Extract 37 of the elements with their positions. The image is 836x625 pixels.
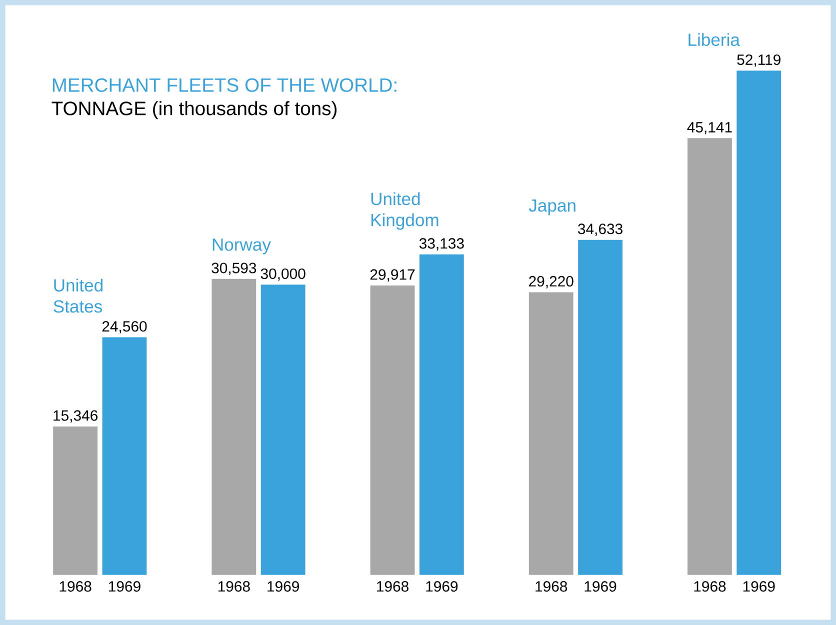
data-label: 33,133 <box>419 238 464 250</box>
bar <box>260 284 306 575</box>
data-label: 30,593 <box>212 262 256 276</box>
chart-title: MERCHANT FLEETS OF THE WORLD: <box>52 78 396 92</box>
bar <box>102 337 147 575</box>
bar <box>370 285 415 575</box>
data-label: 15,346 <box>54 410 98 423</box>
text: 1969 <box>268 581 299 592</box>
text: 1968 <box>218 581 250 592</box>
series-label: 1969 <box>109 581 140 592</box>
bar <box>736 70 782 575</box>
x-tick-label: Norway <box>212 238 271 254</box>
series-label: 1968 <box>60 581 92 592</box>
text: TONNAGE (in thousands of tons) <box>52 101 337 120</box>
bar <box>53 426 98 575</box>
data-label: 30,000 <box>260 268 306 281</box>
text: 1968 <box>377 581 408 592</box>
x-tick-label: Japan <box>528 199 576 216</box>
data-label: 29,220 <box>529 276 574 288</box>
bar <box>578 240 622 575</box>
bar <box>528 292 574 575</box>
data-label: 29,917 <box>370 269 415 282</box>
bar <box>419 254 464 575</box>
text: 1968 <box>694 581 726 592</box>
text: 1969 <box>584 581 616 592</box>
data-label: 45,141 <box>687 122 732 134</box>
data-label: 34,633 <box>578 224 622 236</box>
x-tick-label: United States <box>54 278 102 313</box>
bar <box>212 278 256 575</box>
x-tick-label: Liberia <box>688 33 740 46</box>
x-tick-label: United Kingdom <box>371 192 438 230</box>
data-label: 52,119 <box>737 54 780 67</box>
text: 1969 <box>426 581 458 592</box>
text: 1969 <box>743 581 775 592</box>
data-label: 24,560 <box>102 321 147 334</box>
text: 1968 <box>536 581 568 592</box>
bar <box>688 138 732 575</box>
